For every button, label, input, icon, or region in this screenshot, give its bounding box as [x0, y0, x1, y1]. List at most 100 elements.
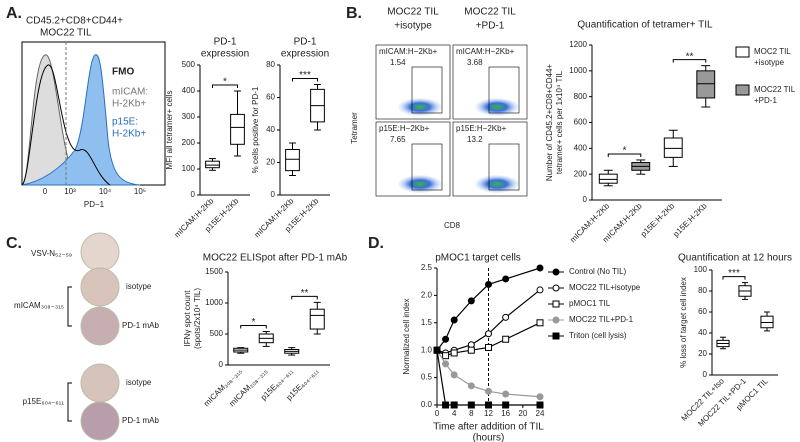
chart-title: MOC22 ELISpot after PD-1 mAb [203, 253, 348, 264]
y-tick-label: 1.0 [421, 345, 433, 354]
legend-label: pMOC1 TIL [569, 299, 611, 308]
legend-label: MOC22 TIL+PD-1 [569, 315, 634, 324]
flow-percent: 7.65 [390, 135, 406, 144]
x-axis-label: (hours) [473, 433, 505, 442]
well [80, 232, 120, 272]
data-point [467, 346, 475, 354]
well [80, 363, 120, 403]
legend-label: +isotype [754, 58, 785, 67]
box [598, 173, 618, 184]
significance-bracket [212, 84, 238, 88]
x-tick-label: 0 [435, 409, 440, 418]
data-point [502, 313, 510, 321]
x-tick-label: 8 [469, 409, 474, 418]
data-point [467, 297, 475, 305]
flow-percent: 1.54 [390, 58, 406, 67]
y-tick-label: 2.5 [421, 263, 433, 272]
y-tick-label: 1500 [205, 267, 223, 276]
data-point [450, 349, 458, 357]
chart-title: PD-1 [214, 37, 237, 48]
data-point [442, 352, 450, 360]
flow-gate-label: p15E:H−2Kb+ [456, 124, 507, 133]
hist-legend: FMO [112, 67, 134, 78]
data-point [442, 401, 450, 409]
y-tick-label: 200 [574, 169, 588, 178]
flow-ylabel: Tetramer [350, 112, 359, 144]
y-tick-label: 0.5 [421, 373, 433, 382]
panel-letter: D. [368, 235, 384, 252]
legend-swatch [735, 46, 750, 58]
y-tick-label: 60 [266, 93, 275, 102]
data-point [485, 343, 492, 351]
significance-bracket [672, 59, 707, 63]
flow-gate [488, 66, 520, 114]
data-point [442, 360, 450, 368]
legend-label: MOC22 TIL+isotype [569, 283, 641, 292]
legend-label: Control (No TIL) [569, 267, 627, 276]
bracket [67, 286, 72, 327]
hist-tick: 0 [43, 187, 48, 196]
x-tick-label: 20 [518, 409, 527, 418]
box [760, 315, 774, 329]
elispot: VSV-N₅₂₋₅₉ isotype PD-1 mAb isotype PD-1… [14, 232, 159, 441]
y-axis-label: MFI all tetramer+ cells [165, 91, 174, 170]
well-label: PD-1 mAb [122, 416, 159, 425]
group-label: mICAM₃₀₈₋₃₁₅ [14, 301, 64, 310]
panel-letter: A. [6, 5, 22, 22]
y-tick-label: 0 [191, 190, 196, 199]
data-point [450, 401, 458, 409]
data-point [502, 401, 510, 409]
hist-legend: H-2Kb+ [112, 129, 146, 140]
y-tick-label: 2.0 [421, 291, 433, 300]
legend-marker [552, 300, 560, 308]
box [230, 113, 245, 145]
bracket [67, 382, 72, 422]
legend-label: +PD-1 [754, 96, 777, 105]
flow-percent: 3.68 [467, 58, 483, 67]
significance: *** [728, 268, 740, 279]
chart-title: Quantification at 12 hours [678, 253, 792, 264]
data-point [467, 382, 475, 390]
hist-legend: p15E: [112, 117, 138, 128]
y-tick-label: 0 [271, 190, 276, 199]
data-point [536, 319, 544, 327]
y-axis-label: tetramer+ cells per 1x10⁴ TIL [555, 70, 564, 174]
hist-tick: 10³ [64, 187, 76, 196]
y-tick-label: 20 [698, 349, 707, 358]
y-tick-label: 1000 [205, 298, 223, 307]
significance-bracket [607, 153, 642, 157]
x-tick-label: p15E:H-2Kb [671, 201, 709, 239]
well [80, 306, 120, 346]
legend-marker [552, 268, 560, 276]
flow-column: +PD-1 [476, 21, 505, 32]
hist-tick: 10⁵ [134, 187, 146, 196]
well-label: isotype [126, 282, 152, 291]
well [80, 401, 120, 441]
chart-title: pMOC1 target cells [435, 253, 521, 264]
data-point [536, 401, 544, 409]
data-point [536, 286, 544, 294]
data-point [502, 390, 510, 398]
flow-gate [411, 143, 443, 191]
flow-xlabel: CD8 [444, 221, 461, 230]
y-tick-label: 40 [266, 125, 275, 134]
data-point [450, 316, 458, 324]
y-tick-label: 800 [574, 92, 588, 101]
well-label: VSV-N₅₂₋₅₉ [31, 249, 72, 258]
flow-gate [488, 143, 520, 191]
significance: *** [299, 70, 311, 81]
group-label: p15E₆₀₄₋₆₁₁ [23, 397, 65, 406]
flow-column: MOC22 TIL [387, 7, 439, 18]
y-tick-label: 400 [574, 143, 588, 152]
flow-gate-label: mICAM:H−2Kb+ [456, 47, 515, 56]
data-point [536, 264, 544, 272]
y-tick-label: 300 [182, 112, 196, 121]
y-axis-label: % loss of target cell index [679, 277, 688, 368]
flow-gate-label: p15E:H−2Kb+ [379, 124, 430, 133]
significance: ** [686, 51, 694, 62]
hist-tick: 10⁴ [99, 187, 112, 196]
data-point [502, 275, 510, 283]
data-point [485, 387, 492, 395]
x-tick-label: 16 [501, 409, 510, 418]
